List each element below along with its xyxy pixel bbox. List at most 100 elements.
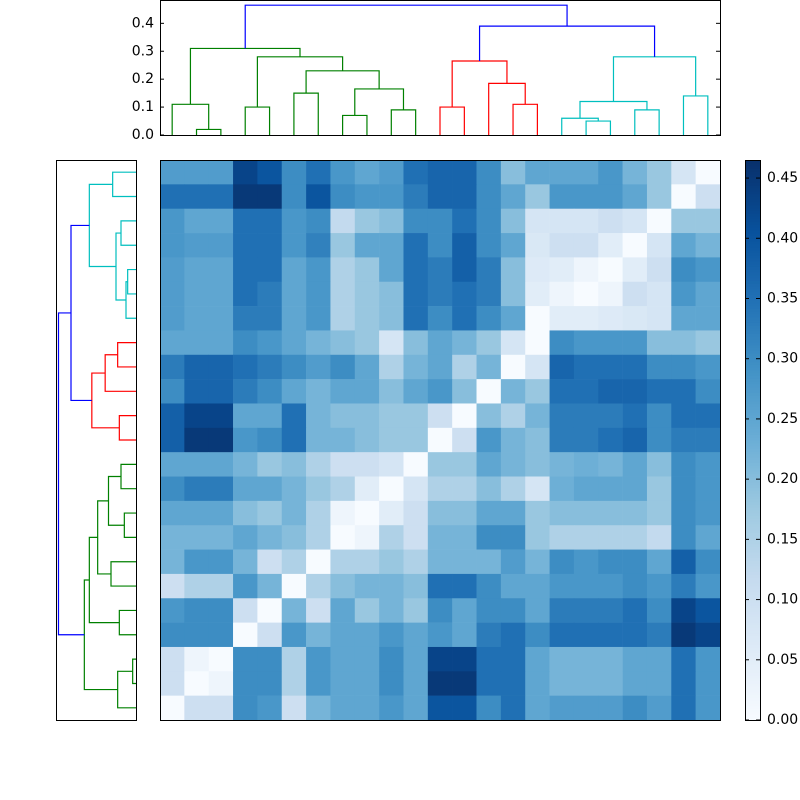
heatmap-cell bbox=[549, 549, 575, 575]
heatmap-cell bbox=[500, 257, 526, 283]
heatmap-cell bbox=[379, 525, 404, 550]
heatmap-cell bbox=[549, 427, 575, 453]
colorbar-gradient bbox=[745, 350, 760, 354]
colorbar-gradient bbox=[745, 378, 760, 382]
heatmap-cell bbox=[354, 695, 380, 721]
heatmap-cell bbox=[695, 354, 721, 380]
heatmap-cell bbox=[622, 622, 648, 648]
top-dendrogram-link bbox=[612, 56, 697, 102]
colorbar-gradient bbox=[745, 266, 760, 270]
heatmap-cell bbox=[500, 281, 526, 307]
colorbar-gradient bbox=[745, 566, 760, 570]
colorbar-gradient bbox=[745, 381, 760, 385]
heatmap-cell bbox=[281, 598, 307, 623]
colorbar-gradient bbox=[745, 305, 760, 309]
heatmap-cell bbox=[281, 257, 307, 283]
heatmap-cell bbox=[525, 598, 550, 623]
heatmap-cell bbox=[622, 476, 648, 502]
heatmap-cell bbox=[452, 525, 477, 550]
heatmap-cell bbox=[160, 354, 185, 380]
colorbar-gradient bbox=[745, 389, 760, 393]
heatmap-cell bbox=[549, 160, 575, 185]
heatmap-cell bbox=[549, 354, 575, 380]
heatmap-cell bbox=[525, 695, 550, 721]
heatmap-cell bbox=[257, 500, 283, 526]
heatmap-cell bbox=[671, 573, 696, 599]
colorbar-gradient bbox=[745, 675, 760, 679]
heatmap-cell bbox=[500, 208, 526, 234]
heatmap-cell bbox=[452, 646, 477, 672]
heatmap-cell bbox=[233, 452, 258, 477]
heatmap-cell bbox=[476, 646, 502, 672]
y-tick-label: 0.0 bbox=[132, 127, 154, 143]
colorbar-gradient bbox=[745, 204, 760, 209]
heatmap-cell bbox=[573, 233, 599, 258]
left-dendrogram-link bbox=[70, 224, 92, 402]
colorbar-gradient bbox=[745, 571, 760, 575]
heatmap-cell bbox=[646, 427, 672, 453]
heatmap-cell bbox=[622, 427, 648, 453]
heatmap-cell bbox=[233, 695, 258, 721]
heatmap-cell bbox=[330, 525, 356, 550]
heatmap-cell bbox=[549, 306, 575, 331]
heatmap-cell bbox=[160, 622, 185, 648]
colorbar-gradient bbox=[745, 711, 760, 715]
heatmap-cell bbox=[233, 476, 258, 502]
heatmap-cell bbox=[184, 476, 209, 502]
heatmap-cell bbox=[695, 403, 721, 429]
heatmap-cell bbox=[403, 354, 429, 380]
heatmap-cell bbox=[646, 622, 672, 648]
heatmap-cell bbox=[452, 622, 477, 648]
heatmap-cell bbox=[598, 233, 623, 258]
heatmap-cell bbox=[403, 403, 429, 429]
colorbar-gradient bbox=[745, 286, 760, 290]
heatmap-cell bbox=[452, 160, 477, 185]
colorbar-tick-label: 0.30 bbox=[767, 351, 798, 367]
heatmap-cell bbox=[525, 233, 550, 258]
heatmap-cell bbox=[257, 598, 283, 623]
colorbar-gradient bbox=[745, 454, 760, 458]
heatmap-cell bbox=[233, 379, 258, 404]
heatmap-cell bbox=[573, 476, 599, 502]
colorbar-gradient bbox=[745, 504, 760, 508]
heatmap-cell bbox=[330, 184, 356, 209]
colorbar-gradient bbox=[745, 636, 760, 640]
heatmap-cell bbox=[257, 525, 283, 550]
heatmap-cell bbox=[452, 281, 477, 307]
heatmap-cell bbox=[476, 476, 502, 502]
heatmap-cell bbox=[281, 476, 307, 502]
heatmap-cell bbox=[452, 403, 477, 429]
colorbar-gradient bbox=[745, 459, 760, 463]
heatmap-cell bbox=[184, 671, 209, 696]
heatmap-cell bbox=[233, 646, 258, 672]
colorbar-gradient bbox=[745, 174, 760, 178]
colorbar-gradient bbox=[745, 638, 760, 643]
heatmap-cell bbox=[622, 573, 648, 599]
colorbar-gradient bbox=[745, 406, 760, 410]
heatmap-cell bbox=[330, 598, 356, 623]
colorbar-gradient bbox=[745, 468, 760, 472]
colorbar-gradient bbox=[745, 577, 760, 581]
heatmap-cell bbox=[476, 549, 502, 575]
colorbar-gradient bbox=[745, 538, 760, 542]
heatmap-cell bbox=[281, 330, 307, 356]
heatmap-cell bbox=[233, 354, 258, 380]
heatmap-cell bbox=[622, 184, 648, 209]
top-dendrogram-link bbox=[244, 4, 568, 49]
colorbar-gradient bbox=[745, 428, 760, 433]
colorbar-gradient bbox=[745, 372, 760, 377]
colorbar-gradient bbox=[745, 451, 760, 455]
colorbar-tick-label: 0.10 bbox=[767, 592, 798, 608]
colorbar-gradient bbox=[745, 680, 760, 685]
left-dendrogram-link bbox=[127, 268, 136, 295]
colorbar-gradient bbox=[745, 515, 760, 519]
heatmap-cell bbox=[257, 646, 283, 672]
heatmap-cell bbox=[281, 525, 307, 550]
heatmap-cell bbox=[452, 452, 477, 477]
heatmap-cell bbox=[354, 646, 380, 672]
heatmap-cell bbox=[306, 184, 331, 209]
colorbar-gradient bbox=[745, 238, 760, 242]
heatmap-cell bbox=[379, 573, 404, 599]
left-dendrogram-link bbox=[97, 500, 111, 575]
heatmap-cell bbox=[500, 598, 526, 623]
